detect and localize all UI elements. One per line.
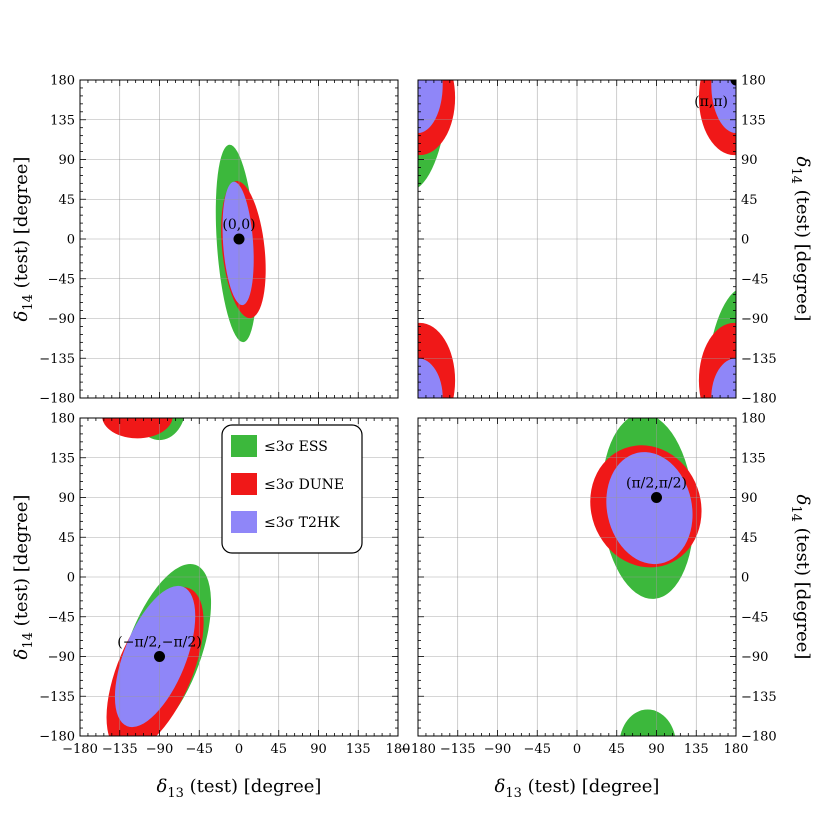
x-tick-label: −180	[400, 742, 436, 757]
y-tick-label: 135	[741, 113, 766, 128]
legend-swatch	[231, 511, 257, 533]
x-tick-label: 135	[346, 742, 371, 757]
true-point-label: (π,π)	[694, 94, 728, 110]
y-tick-label: 90	[58, 491, 75, 506]
x-tick-label: 90	[310, 742, 327, 757]
y-tick-label: −90	[48, 312, 75, 327]
legend-label: ≤3σ ESS	[264, 439, 328, 455]
legend-label: ≤3σ DUNE	[264, 477, 344, 493]
x-axis-title: δ13 (test) [degree]	[157, 776, 322, 801]
y-tick-label: 180	[50, 74, 75, 89]
true-point-marker	[233, 233, 245, 245]
y-tick-label: 180	[741, 74, 766, 89]
x-tick-label: −135	[102, 742, 138, 757]
x-tick-label: 0	[573, 742, 581, 757]
grid	[418, 418, 736, 736]
legend-swatch	[231, 473, 257, 495]
plot-frame	[79, 79, 399, 399]
y-tick-label: −90	[741, 312, 768, 327]
true-point-label: (0,0)	[222, 217, 255, 233]
y-tick-label: 0	[741, 233, 749, 248]
region-ess-1	[620, 709, 676, 736]
y-tick-label: 135	[741, 451, 766, 466]
grid	[418, 80, 736, 398]
regions	[590, 418, 702, 736]
panel-top-right: (π,π)	[417, 79, 737, 399]
true-point-marker	[730, 80, 736, 86]
y-tick-label: 0	[67, 233, 75, 248]
y-axis-title: δ14 (test) [degree]	[788, 157, 813, 322]
y-tick-label: −135	[39, 352, 75, 367]
x-tick-label: 90	[648, 742, 665, 757]
y-tick-label: 45	[741, 531, 758, 546]
x-tick-label: −45	[186, 742, 213, 757]
region-dune-1	[102, 418, 173, 439]
y-tick-label: −180	[741, 392, 777, 407]
x-tick-label: 135	[684, 742, 709, 757]
y-axis-title: δ14 (test) [degree]	[788, 495, 813, 660]
y-tick-label: 180	[741, 412, 766, 427]
panel-bottom-right: (π/2,π/2)	[417, 417, 737, 737]
x-tick-label: 45	[270, 742, 287, 757]
plot-frame	[417, 417, 737, 737]
x-axis-title: δ13 (test) [degree]	[495, 776, 660, 801]
y-tick-label: −135	[39, 690, 75, 705]
x-tick-label: 0	[235, 742, 243, 757]
plot-frame	[417, 79, 737, 399]
x-tick-label: −90	[146, 742, 173, 757]
y-tick-label: 45	[58, 531, 75, 546]
x-tick-label: 180	[386, 742, 411, 757]
x-tick-label: −180	[62, 742, 98, 757]
y-tick-label: −45	[48, 610, 75, 625]
region-t2hk-3	[711, 358, 736, 398]
y-tick-label: 0	[741, 571, 749, 586]
region-t2hk-0	[606, 452, 693, 565]
y-tick-label: −180	[741, 730, 777, 745]
legend: ≤3σ ESS ≤3σ DUNE ≤3σ T2HK	[221, 424, 363, 554]
y-tick-label: 90	[741, 491, 758, 506]
x-tick-label: −135	[440, 742, 476, 757]
x-tick-label: 45	[608, 742, 625, 757]
legend-label: ≤3σ T2HK	[264, 515, 340, 531]
plot-frame	[79, 417, 399, 737]
true-point-label: (−π/2,−π/2)	[117, 635, 202, 651]
y-tick-label: −180	[39, 392, 75, 407]
y-tick-label: 45	[58, 193, 75, 208]
x-tick-label: −45	[524, 742, 551, 757]
true-point-label: (π/2,π/2)	[626, 476, 687, 492]
y-tick-label: −180	[39, 730, 75, 745]
y-tick-label: 45	[741, 193, 758, 208]
y-tick-label: 90	[58, 153, 75, 168]
true-point-marker	[154, 651, 165, 662]
panel-top-left: (0,0)	[79, 79, 399, 399]
y-tick-label: 0	[67, 571, 75, 586]
true-point-marker	[651, 492, 662, 503]
x-tick-label: −90	[484, 742, 511, 757]
y-tick-label: 135	[50, 451, 75, 466]
y-axis-title: δ14 (test) [degree]	[11, 157, 36, 322]
y-tick-label: −90	[741, 650, 768, 665]
y-tick-label: −135	[741, 352, 777, 367]
y-tick-label: −45	[741, 610, 768, 625]
y-tick-label: 180	[50, 412, 75, 427]
y-tick-label: 90	[741, 153, 758, 168]
y-tick-label: −45	[741, 272, 768, 287]
y-tick-label: −135	[741, 690, 777, 705]
grid	[80, 80, 398, 398]
y-tick-label: −45	[48, 272, 75, 287]
x-tick-label: 180	[724, 742, 749, 757]
legend-swatch	[231, 435, 257, 457]
region-t2hk-2	[418, 358, 443, 398]
y-tick-label: 135	[50, 113, 75, 128]
y-axis-title: δ14 (test) [degree]	[11, 495, 36, 660]
y-tick-label: −90	[48, 650, 75, 665]
